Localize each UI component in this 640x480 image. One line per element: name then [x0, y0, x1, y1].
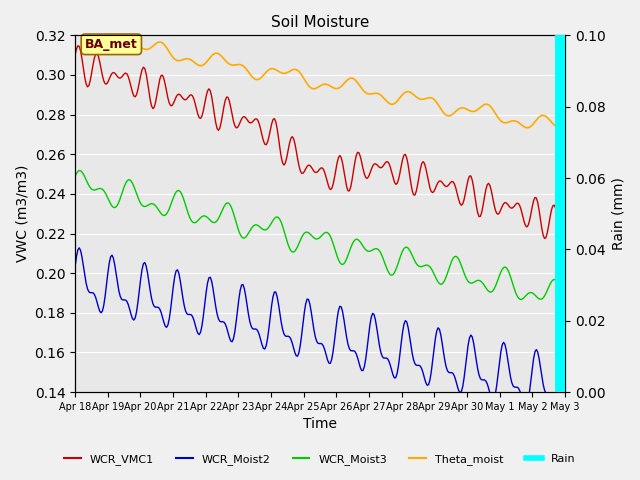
WCR_Moist2 — [71, 264, 79, 269]
WCR_VMC1 — [541, 236, 548, 241]
WCR_VMC1 — [132, 92, 140, 97]
Bar — [555, 36, 565, 392]
Line: WCR_VMC1: WCR_VMC1 — [75, 46, 565, 239]
WCR_Moist3 — [243, 233, 251, 239]
WCR_Moist3 — [561, 304, 569, 310]
Line: Theta_moist: Theta_moist — [75, 29, 565, 128]
Theta_moist — [219, 54, 227, 60]
WCR_Moist2 — [235, 296, 243, 302]
WCR_VMC1 — [561, 231, 569, 237]
Theta_moist — [71, 31, 79, 36]
WCR_Moist2 — [554, 412, 562, 418]
Line: WCR_Moist2: WCR_Moist2 — [75, 248, 565, 415]
WCR_Moist2 — [535, 355, 543, 361]
WCR_Moist2 — [243, 302, 251, 308]
WCR_VMC1 — [243, 117, 251, 122]
WCR_Moist2 — [76, 245, 83, 251]
WCR_VMC1 — [235, 122, 243, 128]
Theta_moist — [287, 68, 294, 73]
Theta_moist — [132, 43, 140, 48]
WCR_Moist3 — [132, 191, 140, 197]
Theta_moist — [536, 113, 544, 119]
WCR_VMC1 — [535, 207, 543, 213]
WCR_Moist3 — [76, 168, 83, 173]
WCR_Moist3 — [535, 296, 543, 302]
WCR_VMC1 — [74, 43, 82, 48]
Title: Soil Moisture: Soil Moisture — [271, 15, 369, 30]
WCR_Moist2 — [219, 319, 227, 324]
Y-axis label: VWC (m3/m3): VWC (m3/m3) — [15, 165, 29, 263]
Legend: WCR_VMC1, WCR_Moist2, WCR_Moist3, Theta_moist, Rain: WCR_VMC1, WCR_Moist2, WCR_Moist3, Theta_… — [60, 450, 580, 469]
WCR_VMC1 — [287, 136, 294, 142]
Theta_moist — [243, 67, 251, 73]
Line: WCR_Moist3: WCR_Moist3 — [75, 170, 565, 307]
WCR_Moist2 — [287, 336, 294, 342]
Y-axis label: Rain (mm): Rain (mm) — [611, 177, 625, 250]
WCR_Moist3 — [71, 173, 79, 179]
Theta_moist — [235, 61, 243, 67]
WCR_VMC1 — [71, 52, 79, 58]
Text: BA_met: BA_met — [85, 38, 138, 51]
WCR_VMC1 — [219, 112, 227, 118]
WCR_Moist3 — [235, 228, 243, 234]
Theta_moist — [77, 26, 84, 32]
WCR_Moist3 — [287, 248, 294, 253]
X-axis label: Time: Time — [303, 418, 337, 432]
Theta_moist — [523, 125, 531, 131]
WCR_Moist3 — [219, 207, 227, 213]
WCR_Moist2 — [132, 309, 140, 315]
Theta_moist — [561, 124, 569, 130]
WCR_Moist2 — [561, 372, 569, 378]
